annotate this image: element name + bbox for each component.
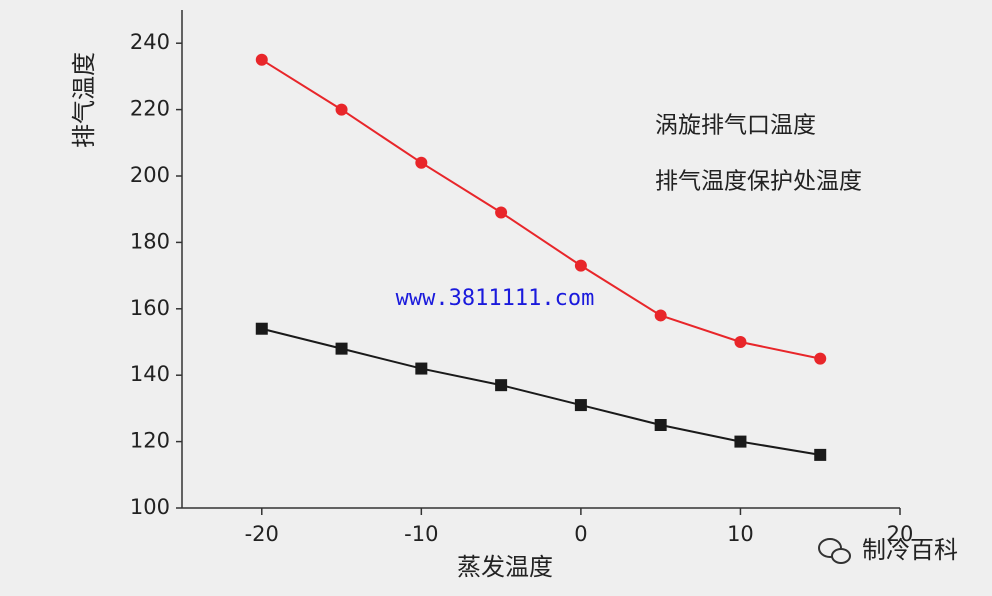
point — [654, 419, 667, 431]
x-tick-label: -10 — [404, 522, 438, 546]
y-tick-label: 180 — [130, 229, 170, 253]
y-tick-label: 240 — [130, 30, 170, 54]
y-tick-label: 140 — [130, 362, 170, 386]
point — [654, 309, 667, 322]
point — [335, 342, 348, 355]
y-axis-label: 排气温度 — [70, 52, 98, 148]
point — [574, 399, 587, 412]
point — [734, 435, 747, 448]
point — [814, 448, 827, 461]
series-line — [261, 327, 821, 456]
point — [335, 103, 348, 116]
point — [255, 322, 268, 335]
brand-label: 制冷百科 — [862, 536, 958, 564]
y-tick-label: 200 — [130, 163, 170, 187]
point — [255, 53, 268, 66]
point — [415, 362, 428, 375]
y-tick-label: 100 — [130, 495, 170, 519]
wechat-badge: 制冷百科 — [818, 536, 958, 564]
y-tick-label: 220 — [130, 97, 170, 121]
series-line — [261, 58, 821, 360]
legend-label: 排气温度保护处温度 — [655, 169, 862, 195]
x-tick-label: -20 — [245, 522, 279, 546]
x-tick-label: 10 — [727, 522, 754, 546]
point — [574, 259, 587, 272]
wechat-icon — [831, 548, 851, 564]
x-tick-label: 20 — [887, 522, 914, 546]
legend-label: 涡旋排气口温度 — [655, 113, 816, 139]
point — [415, 156, 428, 169]
point — [734, 336, 747, 348]
point — [495, 379, 508, 392]
point — [495, 206, 508, 219]
y-tick-label: 120 — [130, 429, 170, 453]
y-tick-label: 160 — [130, 296, 170, 320]
x-tick-label: 0 — [574, 522, 587, 546]
watermark: www.3811111.com — [396, 286, 595, 311]
x-axis-label: 蒸发温度 — [457, 553, 553, 581]
point — [814, 352, 827, 365]
